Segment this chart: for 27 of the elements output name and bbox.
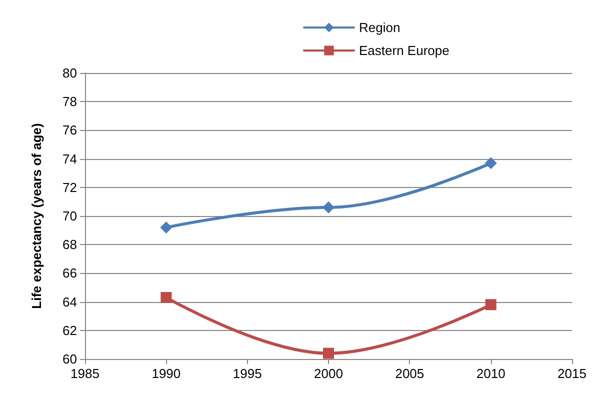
point <box>160 221 172 234</box>
point <box>485 299 496 310</box>
y-tick-label: 68 <box>62 237 77 252</box>
x-tick-label: 2015 <box>558 366 586 381</box>
x-tick-label: 2005 <box>395 366 424 381</box>
y-tick-label: 62 <box>62 322 77 338</box>
y-tick-label: 64 <box>62 294 77 310</box>
point <box>322 201 334 214</box>
y-tick-label: 70 <box>62 208 77 224</box>
point <box>323 348 334 359</box>
y-tick-label: 72 <box>62 180 77 195</box>
y-tick-label: 80 <box>62 66 77 80</box>
y-tick-label: 74 <box>62 151 77 166</box>
point <box>484 157 497 170</box>
legend-label: Eastern Europe <box>359 43 450 58</box>
x-tick-label: 1985 <box>70 366 100 381</box>
y-tick-label: 78 <box>62 94 77 110</box>
y-tick-label: 66 <box>62 266 77 281</box>
y-tick-label: 60 <box>62 352 77 366</box>
y-axis-title: Life expectancy (years of age) <box>29 123 44 309</box>
x-tick-label: 1990 <box>152 366 181 381</box>
x-tick-label: 2000 <box>314 366 343 381</box>
point <box>160 292 172 304</box>
legend-label: Region <box>359 20 400 35</box>
x-tick-label: 2010 <box>476 366 506 381</box>
x-tick-label: 1995 <box>232 366 262 381</box>
y-tick-label: 76 <box>62 122 77 138</box>
